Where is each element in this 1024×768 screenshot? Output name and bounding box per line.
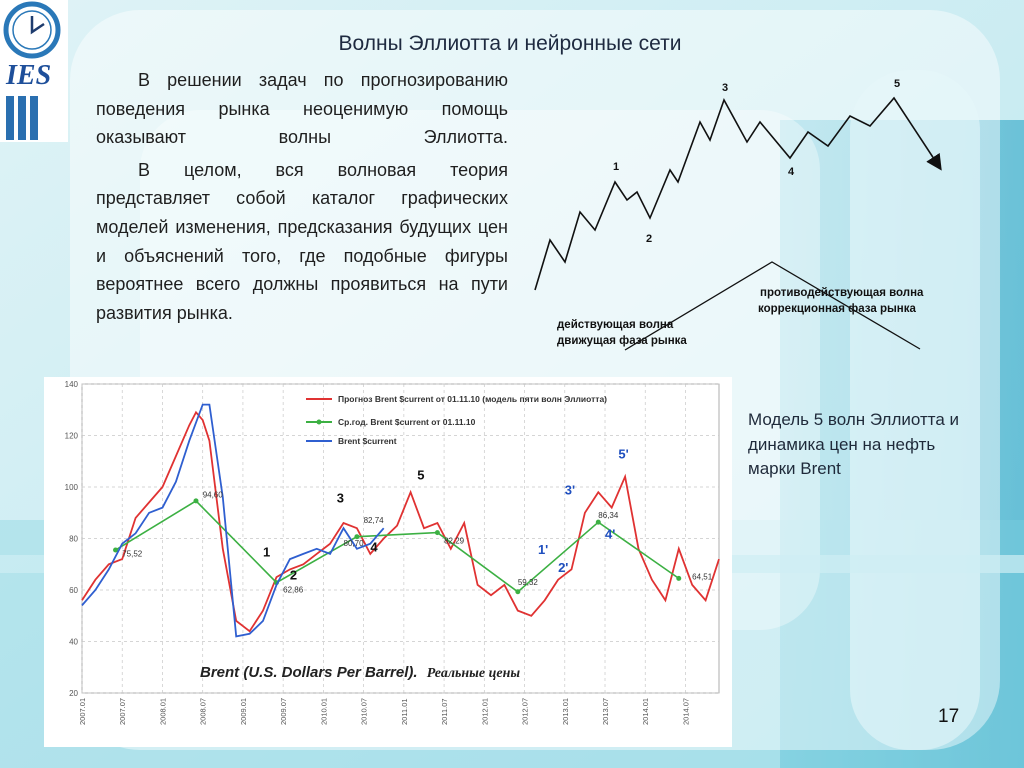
value-annotation: 62,86 bbox=[283, 586, 304, 595]
brent-chart: 20 40 60 80 100 120 140 2007.01 2007.07 2008.01 20… bbox=[44, 377, 732, 747]
series-point bbox=[113, 547, 119, 553]
value-annotation: 59,32 bbox=[518, 578, 539, 587]
wave-mark: 3' bbox=[565, 483, 575, 498]
ies-logo: IES bbox=[0, 0, 68, 142]
wave-mark: 5' bbox=[618, 447, 628, 462]
y-tick-label: 100 bbox=[65, 483, 79, 492]
chart-legend: Прогноз Brent $current от 01.11.10 (моде… bbox=[306, 394, 607, 446]
x-tick-label: 2008.01 bbox=[158, 698, 167, 725]
elliott-wave-diagram: 1 2 3 4 5 противодействующая волна корре… bbox=[534, 78, 942, 351]
wave-mark: 2' bbox=[558, 560, 568, 575]
x-tick-label: 2007.01 bbox=[78, 698, 87, 725]
x-tick-label: 2009.01 bbox=[239, 698, 248, 725]
series-point bbox=[595, 519, 601, 525]
chart-grid bbox=[81, 383, 720, 694]
series-point bbox=[676, 575, 682, 581]
chart-title: Brent (U.S. Dollars Per Barrel). Реальны… bbox=[200, 664, 520, 681]
wave-label-4: 4 bbox=[788, 166, 795, 178]
value-annotation: 94,60 bbox=[203, 490, 224, 499]
value-annotation: 80,70 bbox=[344, 539, 365, 548]
y-tick-label: 80 bbox=[69, 535, 78, 544]
wave-mark: 1' bbox=[538, 542, 548, 557]
chart-annotations: 94,60 75,52 62,86 82,74 80,70 82,29 59,32 86,34… bbox=[122, 447, 713, 595]
wave-label-1: 1 bbox=[613, 161, 619, 173]
legend-swatch-point bbox=[316, 419, 322, 425]
page-number: 17 bbox=[938, 706, 960, 727]
y-tick-label: 60 bbox=[69, 586, 78, 595]
chart-title-main: Brent (U.S. Dollars Per Barrel). bbox=[200, 664, 418, 681]
correction-label-1: противодействующая волна bbox=[760, 287, 924, 299]
logo-text: IES bbox=[6, 60, 52, 91]
correction-triangle bbox=[624, 261, 921, 351]
series-line-3 bbox=[81, 403, 385, 638]
x-tick-label: 2012.07 bbox=[521, 698, 530, 725]
x-tick-label: 2009.07 bbox=[279, 698, 288, 725]
value-annotation: 82,29 bbox=[444, 537, 465, 546]
x-tick-label: 2010.01 bbox=[319, 698, 328, 725]
x-tick-label: 2013.01 bbox=[561, 698, 570, 725]
x-tick-label: 2007.07 bbox=[118, 698, 127, 725]
series-line-1 bbox=[81, 410, 720, 633]
wave-line bbox=[534, 96, 942, 291]
brent-chart-svg: 20 40 60 80 100 120 140 2007.01 2007.07 2008.01 20… bbox=[65, 380, 720, 725]
wave-mark: 3 bbox=[337, 490, 344, 505]
x-tick-label: 2011.01 bbox=[400, 698, 409, 725]
value-annotation: 82,74 bbox=[364, 516, 385, 525]
y-tick-label: 120 bbox=[65, 432, 79, 441]
y-tick-label: 20 bbox=[69, 689, 78, 698]
x-tick-label: 2014.07 bbox=[681, 698, 690, 725]
x-tick-label: 2014.01 bbox=[641, 698, 650, 725]
y-tick-label: 40 bbox=[69, 638, 78, 647]
wave-mark: 1 bbox=[263, 545, 270, 560]
wave-mark: 5 bbox=[417, 467, 424, 482]
series-line-2 bbox=[115, 499, 680, 593]
paragraph-2: В целом, вся волновая теория представляе… bbox=[96, 159, 508, 323]
series-point bbox=[515, 589, 521, 595]
x-tick-label: 2012.01 bbox=[480, 698, 489, 725]
x-tick-label: 2008.07 bbox=[199, 698, 208, 725]
slide-title: Волны Эллиотта и нейронные сети bbox=[338, 32, 682, 55]
value-annotation: 86,34 bbox=[598, 511, 619, 520]
x-tick-label: 2011.07 bbox=[440, 698, 449, 725]
wave-mark: 4' bbox=[605, 527, 615, 542]
value-annotation: 75,52 bbox=[122, 550, 143, 559]
wave-label-2: 2 bbox=[646, 233, 652, 245]
legend-label: Ср.год. Brent $current от 01.11.10 bbox=[338, 417, 476, 427]
chart-caption: Модель 5 волн Эллиотта и динамика цен на… bbox=[748, 410, 959, 478]
x-tick-label: 2013.07 bbox=[601, 698, 610, 725]
impulse-label-1: действующая волна bbox=[557, 319, 674, 331]
chart-series bbox=[81, 403, 720, 638]
series-point bbox=[193, 498, 199, 504]
correction-label-2: коррекционная фаза рынка bbox=[758, 303, 916, 315]
series-point bbox=[434, 530, 440, 536]
body-text: В решении задач по прогнозированию повед… bbox=[96, 66, 508, 331]
wave-label-5: 5 bbox=[894, 78, 900, 90]
wave-label-3: 3 bbox=[722, 82, 728, 94]
wave-mark: 2 bbox=[290, 568, 297, 583]
wave-mark: 4 bbox=[370, 539, 378, 554]
impulse-label-2: движущая фаза рынка bbox=[557, 335, 687, 347]
chart-title-suffix: Реальные цены bbox=[427, 666, 521, 681]
legend-label: Brent $current bbox=[338, 436, 397, 446]
legend-label: Прогноз Brent $current от 01.11.10 (моде… bbox=[338, 394, 607, 404]
paragraph-1: В решении задач по прогнозированию повед… bbox=[96, 70, 508, 148]
chart-axes: 20 40 60 80 100 120 140 2007.01 2007.07 2008.01 20… bbox=[65, 380, 691, 725]
series-point bbox=[354, 534, 360, 540]
y-tick-label: 140 bbox=[65, 380, 79, 389]
x-tick-label: 2010.07 bbox=[360, 698, 369, 725]
value-annotation: 64,51 bbox=[692, 573, 713, 582]
